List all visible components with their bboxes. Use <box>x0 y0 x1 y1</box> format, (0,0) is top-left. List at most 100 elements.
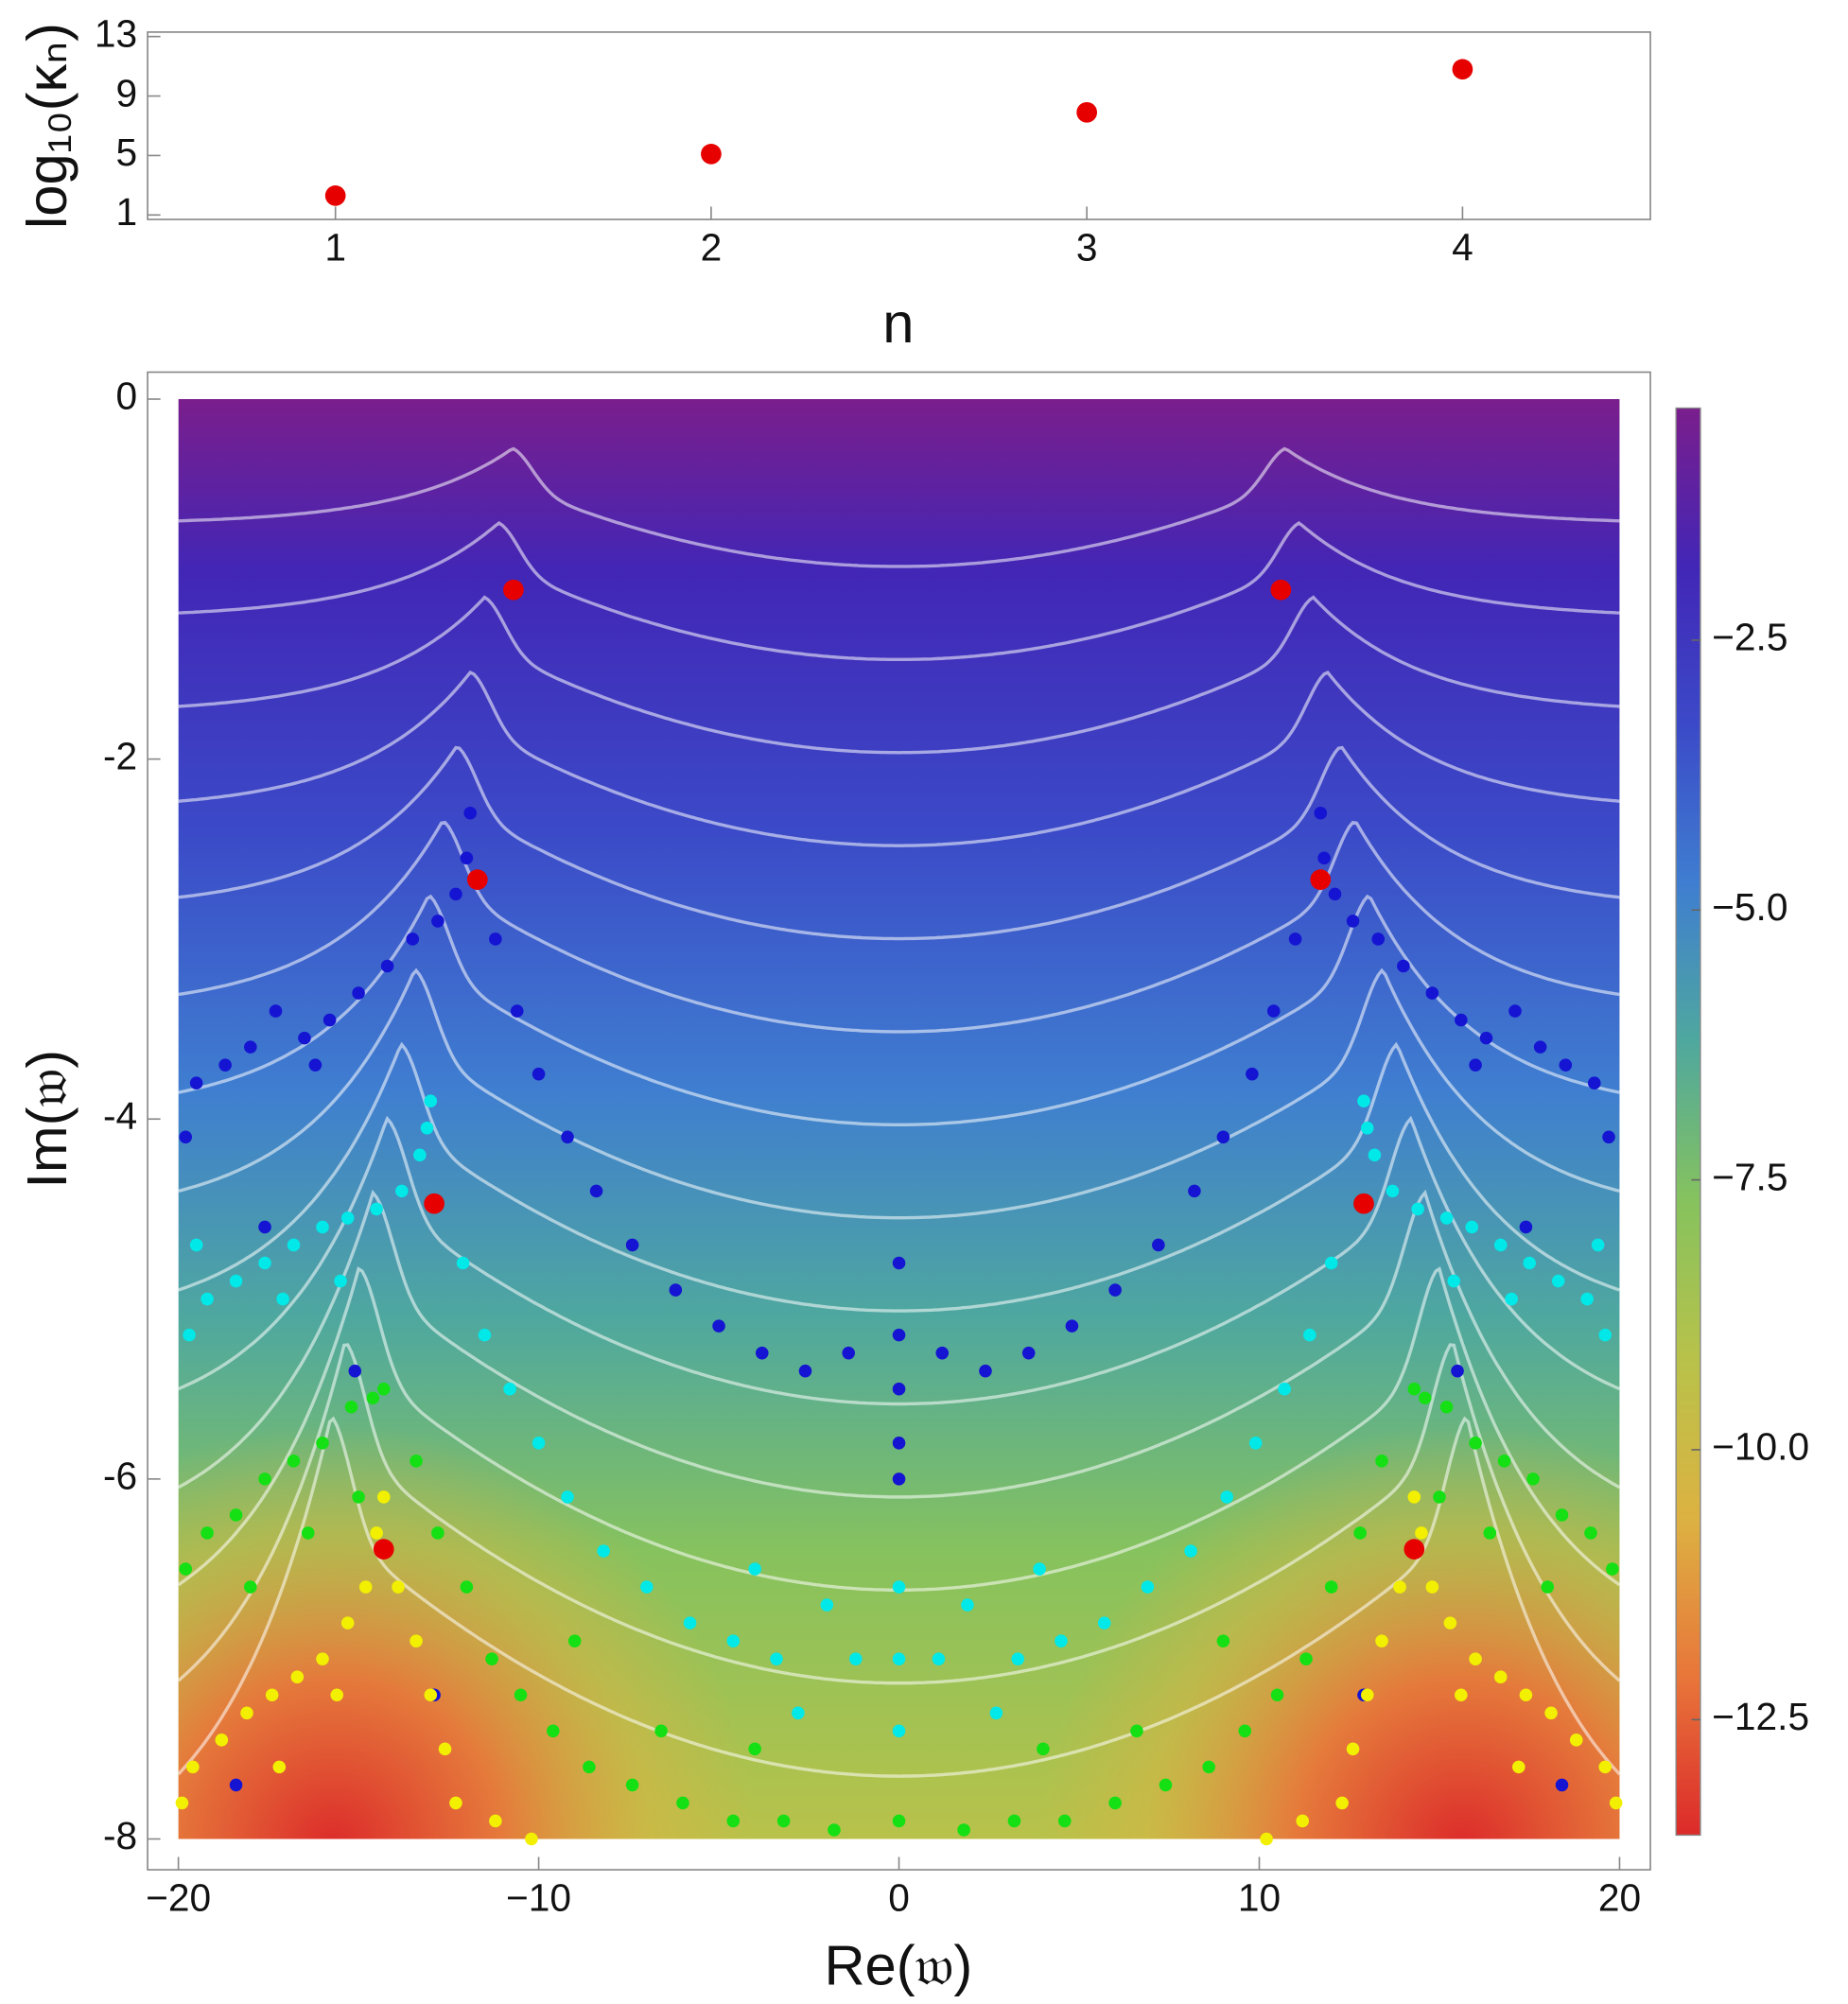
data-point <box>1202 1760 1215 1774</box>
y-axis-label: Im(𝔴) <box>15 1050 78 1189</box>
data-point <box>525 1832 538 1846</box>
data-point <box>1216 1130 1230 1144</box>
data-point <box>1108 1283 1122 1297</box>
data-point <box>478 1328 492 1342</box>
data-point <box>798 1364 812 1378</box>
data-point <box>376 1490 391 1504</box>
data-point <box>726 1814 741 1828</box>
data-point <box>395 1184 409 1198</box>
data-point <box>334 1274 347 1288</box>
data-point <box>1469 1437 1482 1450</box>
data-point <box>265 1688 279 1702</box>
data-point <box>276 1292 289 1306</box>
data-point <box>625 1778 639 1792</box>
data-point <box>1407 1490 1421 1504</box>
contour-line <box>178 1115 1620 1406</box>
data-point <box>957 1823 970 1837</box>
data-point <box>460 851 474 865</box>
data-point <box>424 1688 438 1702</box>
x-axis-label: n <box>882 291 914 355</box>
y-tick-label: -8 <box>103 1814 137 1857</box>
colorbar-tick-label: −10.0 <box>1712 1425 1809 1469</box>
data-point <box>1609 1796 1623 1810</box>
data-point <box>1299 1652 1313 1665</box>
data-point <box>961 1598 974 1612</box>
data-point <box>1328 887 1342 901</box>
data-point <box>340 1211 355 1225</box>
data-point <box>726 1634 741 1647</box>
data-point <box>1260 1832 1273 1846</box>
data-point <box>1375 1634 1388 1647</box>
data-point <box>1433 1490 1446 1504</box>
data-point <box>229 1778 243 1792</box>
data-point <box>1324 1256 1338 1270</box>
data-point <box>376 1382 391 1396</box>
data-point <box>183 1328 196 1342</box>
data-point <box>1270 579 1292 601</box>
data-point <box>410 1634 423 1647</box>
data-point <box>1361 1121 1374 1135</box>
data-point <box>1439 1400 1454 1414</box>
y-tick-label: -2 <box>103 734 137 777</box>
data-point <box>316 1652 329 1665</box>
y-axis-label: log₁₀(κₙ) <box>15 23 78 229</box>
data-point <box>258 1220 271 1234</box>
data-point <box>1580 1292 1594 1306</box>
data-point <box>1278 1382 1291 1396</box>
data-point <box>370 1526 383 1540</box>
data-point <box>324 185 346 206</box>
contour-line <box>178 670 1620 847</box>
data-point <box>308 1058 323 1072</box>
data-point <box>218 1058 232 1072</box>
data-point <box>1130 1724 1143 1738</box>
data-point <box>175 1796 189 1810</box>
data-point <box>1188 1184 1201 1198</box>
data-point <box>1407 1382 1421 1396</box>
data-point <box>258 1473 271 1486</box>
x-tick-label: 2 <box>701 225 723 269</box>
data-point <box>979 1364 992 1378</box>
data-point <box>352 1490 365 1504</box>
data-point <box>1076 101 1098 123</box>
data-point <box>892 1724 906 1738</box>
y-tick-label: 0 <box>116 375 138 418</box>
data-point <box>344 1400 358 1414</box>
data-point <box>485 1652 498 1665</box>
data-point <box>1493 1670 1508 1684</box>
data-point <box>892 1580 906 1594</box>
density-background <box>178 399 1620 1839</box>
data-point <box>1361 1688 1374 1702</box>
data-point <box>1469 1652 1482 1665</box>
data-point <box>597 1544 610 1558</box>
data-point <box>1108 1796 1122 1810</box>
data-point <box>1555 1778 1569 1792</box>
data-point <box>1591 1238 1605 1252</box>
data-point <box>532 1067 546 1081</box>
data-point <box>370 1202 383 1216</box>
data-point <box>1317 851 1331 865</box>
data-point <box>1055 1634 1068 1647</box>
data-point <box>1584 1526 1597 1540</box>
x-tick-label: 4 <box>1452 225 1473 269</box>
colorbar-tick-label: −12.5 <box>1712 1695 1809 1738</box>
data-point <box>1021 1346 1036 1360</box>
data-point <box>1551 1274 1565 1288</box>
data-point <box>244 1580 257 1594</box>
data-point <box>683 1616 697 1629</box>
data-point <box>1465 1220 1479 1234</box>
data-point <box>431 915 445 928</box>
data-point <box>669 1283 683 1297</box>
data-point <box>1037 1742 1050 1756</box>
data-point <box>935 1346 950 1360</box>
data-point <box>1310 869 1332 890</box>
data-point <box>1159 1778 1173 1792</box>
data-point <box>1544 1706 1558 1720</box>
data-point <box>1393 1580 1406 1594</box>
colorbar-tick-label: −2.5 <box>1712 616 1787 659</box>
data-point <box>1425 986 1439 1000</box>
data-point <box>1324 1580 1338 1594</box>
contour-line <box>178 1343 1620 1685</box>
contour-line <box>178 745 1620 941</box>
data-point <box>424 1193 445 1214</box>
data-point <box>463 806 477 820</box>
